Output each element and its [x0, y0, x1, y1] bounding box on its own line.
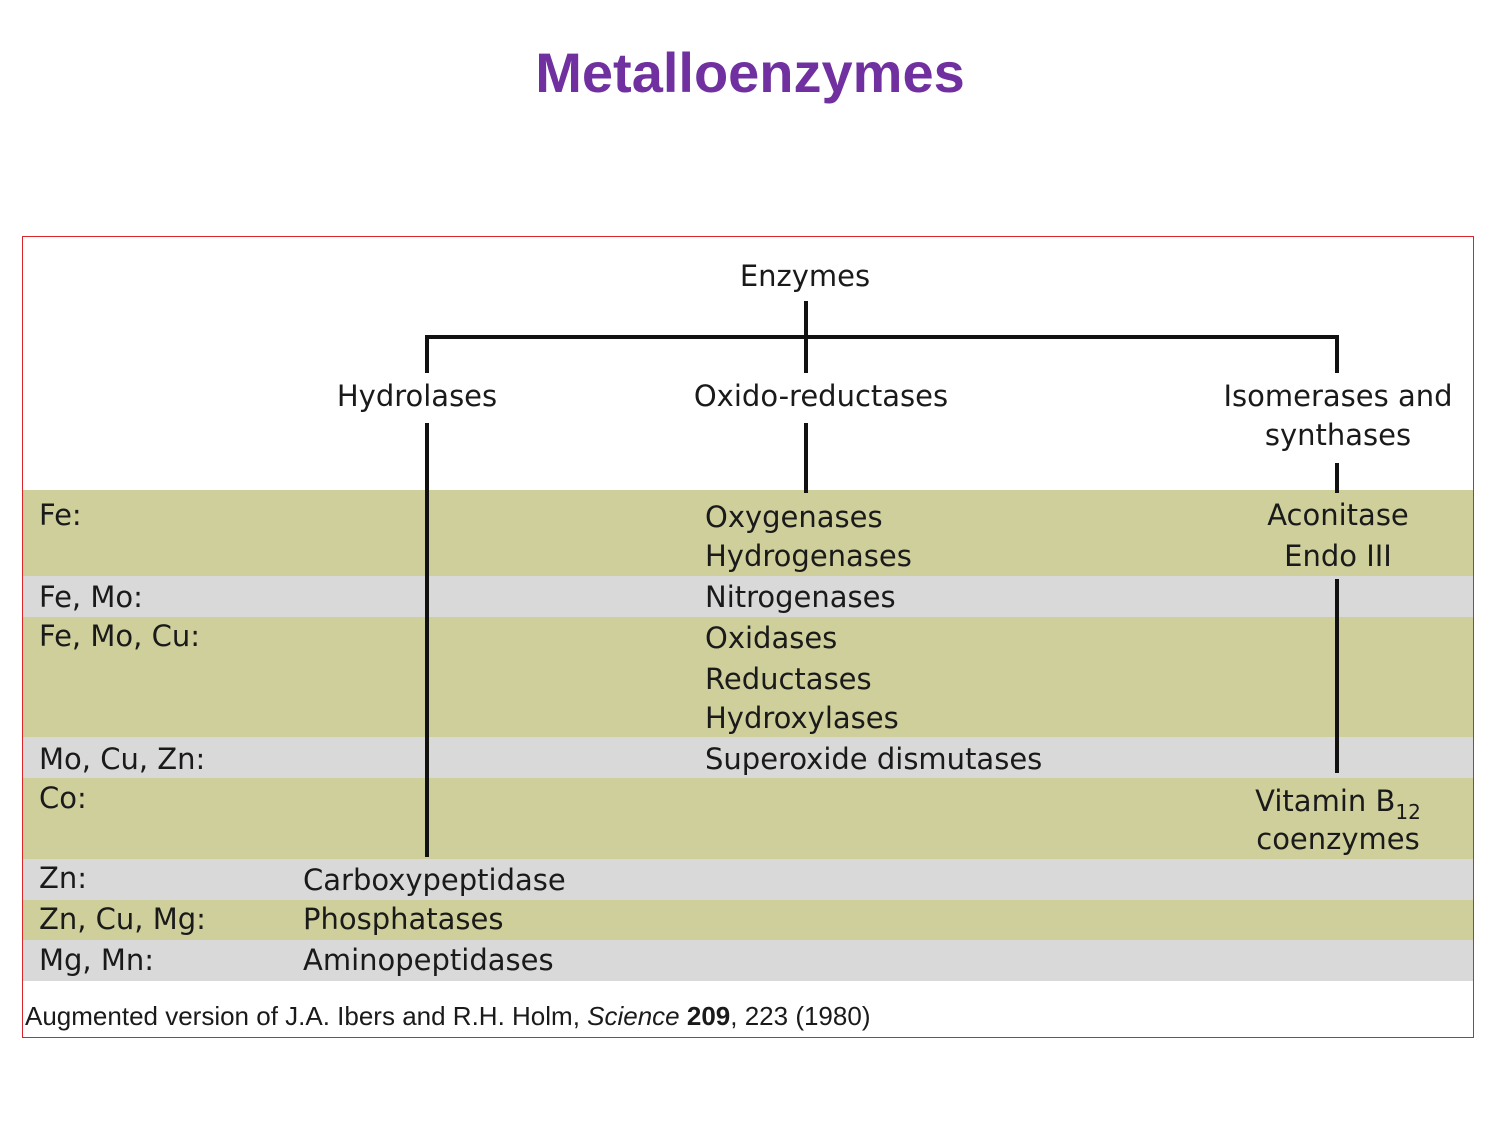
enzyme-oxidases: Oxidases: [705, 621, 838, 655]
vitamin-subscript: 12: [1395, 800, 1421, 824]
metal-label-zn-cu-mg: Zn, Cu, Mg:: [39, 902, 206, 936]
enzyme-vitamin-b12-coenzymes: coenzymes: [1256, 822, 1420, 856]
figure-caption: Augmented version of J.A. Ibers and R.H.…: [25, 1001, 870, 1032]
metal-label-mg-mn: Mg, Mn:: [39, 943, 155, 977]
enzyme-classification-figure: Enzymes Hydrolases Oxido-reductases Isom…: [22, 236, 1474, 1038]
enzyme-superoxide-dismutases: Superoxide dismutases: [705, 742, 1043, 776]
isomerases-drop-line: [1335, 335, 1339, 373]
tree-root-label: Enzymes: [739, 259, 871, 293]
metal-label-mo-cu-zn: Mo, Cu, Zn:: [39, 742, 206, 776]
enzyme-phosphatases: Phosphatases: [303, 902, 504, 936]
branch-connector-line: [425, 335, 1339, 339]
row-band-fe: [23, 490, 1473, 576]
row-band-fe-mo: [23, 576, 1473, 617]
branch-label-hydrolases: Hydrolases: [336, 379, 498, 413]
isomerases-lower-line: [1335, 579, 1339, 773]
row-band-zn: [23, 859, 1473, 900]
metal-label-fe: Fe:: [39, 498, 82, 532]
enzyme-oxygenases: Oxygenases: [705, 500, 883, 534]
caption-journal: Science: [587, 1001, 680, 1031]
metal-label-co: Co:: [39, 781, 87, 815]
row-band-co: [23, 778, 1473, 859]
hydrolases-vertical-line: [425, 423, 429, 857]
caption-volume: 209: [686, 1001, 731, 1031]
row-band-mg-mn: [23, 940, 1473, 981]
isomerases-upper-line: [1335, 463, 1339, 493]
slide-title: Metalloenzymes: [535, 41, 965, 104]
enzyme-carboxypeptidase: Carboxypeptidase: [303, 863, 566, 897]
row-band-fe-mo-cu: [23, 617, 1473, 737]
metal-label-fe-mo-cu: Fe, Mo, Cu:: [39, 619, 200, 653]
row-band-mo-cu-zn: [23, 737, 1473, 778]
enzyme-hydrogenases: Hydrogenases: [705, 539, 912, 573]
enzyme-aconitase: Aconitase: [1267, 498, 1409, 532]
metal-label-fe-mo: Fe, Mo:: [39, 580, 143, 614]
row-band-zn-cu-mg: [23, 900, 1473, 940]
branch-label-isomerases-line1: Isomerases and: [1223, 379, 1453, 413]
enzyme-reductases: Reductases: [705, 662, 872, 696]
metal-label-zn: Zn:: [39, 861, 88, 895]
vitamin-b-text: Vitamin B: [1255, 784, 1396, 818]
branch-label-oxido-reductases: Oxido-reductases: [693, 379, 949, 413]
enzyme-nitrogenases: Nitrogenases: [705, 580, 896, 614]
oxido-vertical-line: [804, 423, 808, 493]
hydrolases-drop-line: [425, 335, 429, 373]
enzyme-hydroxylases: Hydroxylases: [705, 701, 899, 735]
branch-label-isomerases-line2: synthases: [1264, 418, 1412, 452]
caption-prefix: Augmented version of J.A. Ibers and R.H.…: [25, 1001, 588, 1031]
caption-rest: , 223 (1980): [730, 1001, 871, 1031]
enzyme-vitamin-b12: Vitamin B12: [1223, 782, 1453, 822]
enzyme-aminopeptidases: Aminopeptidases: [303, 943, 554, 977]
enzyme-endo-iii: Endo III: [1284, 539, 1392, 573]
